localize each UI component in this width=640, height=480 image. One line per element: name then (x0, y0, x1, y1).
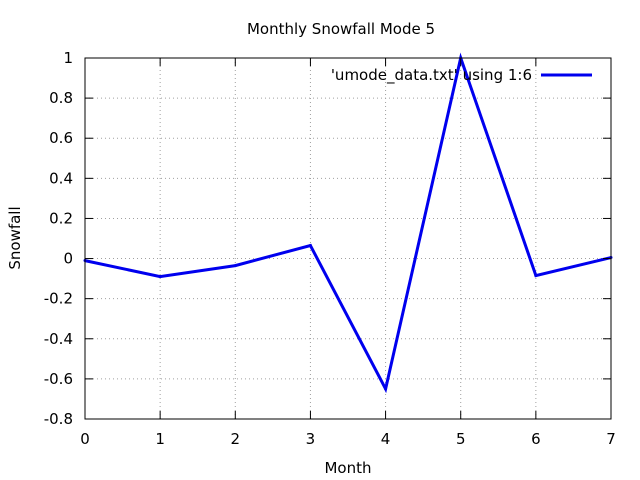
chart-title: Monthly Snowfall Mode 5 (247, 20, 435, 38)
x-tick-label: 5 (456, 430, 466, 448)
y-tick-label: -0.6 (44, 370, 73, 388)
y-axis-title: Snowfall (6, 206, 24, 269)
data-point (233, 264, 237, 268)
ticks (84, 57, 612, 420)
x-axis-title: Month (324, 459, 371, 477)
x-tick-label: 7 (606, 430, 616, 448)
y-tick-label: 0.8 (49, 89, 73, 107)
x-tick-label: 0 (80, 430, 90, 448)
data-point (384, 387, 388, 391)
data-point (158, 275, 162, 279)
y-tick-labels: -0.8 -0.6 -0.4 -0.2 0 0.2 0.4 0.6 0.8 1 (44, 49, 73, 428)
x-tick-label: 2 (231, 430, 241, 448)
plot-border (84, 57, 612, 420)
y-tick-label: 0.2 (49, 209, 73, 227)
legend: 'umode_data.txt' using 1:6 (331, 66, 592, 85)
grid (85, 58, 611, 419)
data-point (308, 244, 312, 248)
y-tick-label: 0.4 (49, 169, 73, 187)
x-tick-label: 4 (381, 430, 391, 448)
y-tick-label: 0.6 (49, 129, 73, 147)
y-tick-label: -0.2 (44, 290, 73, 308)
y-tick-label: -0.4 (44, 330, 73, 348)
x-tick-label: 6 (531, 430, 541, 448)
y-tick-label: 1 (63, 49, 73, 67)
x-tick-label: 3 (306, 430, 316, 448)
x-tick-label: 1 (155, 430, 165, 448)
series-layer (83, 52, 613, 394)
y-tick-label: 0 (63, 250, 73, 268)
series-line (84, 52, 612, 394)
y-tick-label: -0.8 (44, 410, 73, 428)
data-point (534, 274, 538, 278)
x-tick-labels: 0 1 2 3 4 5 6 7 (80, 430, 616, 448)
legend-label: 'umode_data.txt' using 1:6 (331, 66, 532, 85)
